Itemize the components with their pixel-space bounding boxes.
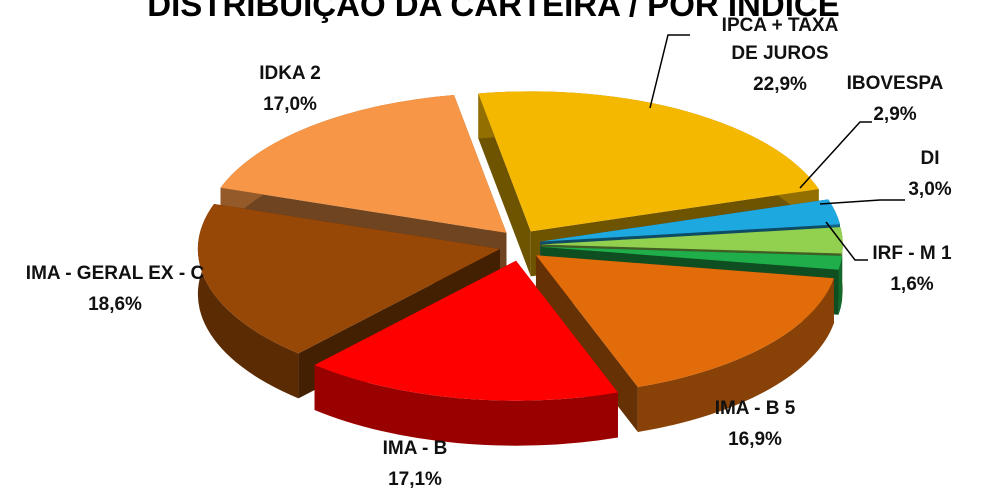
slice xyxy=(314,260,618,401)
value-label: 3,0% xyxy=(908,179,952,200)
chart-title: DISTRIBUIÇÃO DA CARTEIRA / POR ÍNDICE xyxy=(147,0,840,23)
slice xyxy=(540,227,843,254)
leader-line xyxy=(819,199,905,205)
value-label: 2,9% xyxy=(873,104,917,125)
slice-side xyxy=(637,278,834,433)
value-label: 17,1% xyxy=(388,469,442,490)
slice-group xyxy=(314,260,618,446)
slice xyxy=(220,94,507,233)
slice-side xyxy=(197,203,299,399)
value-label: 16,9% xyxy=(728,429,782,450)
value-label: 17,0% xyxy=(263,94,317,115)
data-label: IRF - M 1 1,6% xyxy=(812,240,987,301)
data-label: IBOVESPA 2,9% xyxy=(795,70,987,131)
category-label: IMA - B 5 xyxy=(714,398,796,419)
category-label: IDKA 2 xyxy=(259,63,321,84)
category-label: IPCA + TAXA DE JUROS xyxy=(721,15,839,64)
category-label: IMA - B xyxy=(382,438,448,459)
leader-line xyxy=(649,34,690,109)
value-label: 22,9% xyxy=(753,74,807,95)
slice xyxy=(540,246,843,270)
value-label: 1,6% xyxy=(890,274,934,295)
category-label: IBOVESPA xyxy=(846,73,944,94)
category-label: IRF - M 1 xyxy=(872,243,952,264)
slice-side xyxy=(314,365,618,446)
value-label: 18,6% xyxy=(88,294,142,315)
slice xyxy=(540,199,840,242)
slice xyxy=(478,91,819,232)
data-label: DI 3,0% xyxy=(830,145,987,206)
slice xyxy=(197,203,500,354)
data-label: IMA - B 17,1% xyxy=(315,435,515,496)
slice xyxy=(535,255,834,388)
leader-line xyxy=(799,121,872,189)
data-label: IDKA 2 17,0% xyxy=(190,60,390,121)
category-label: IMA - GERAL EX - C xyxy=(25,263,205,284)
category-label: DI xyxy=(920,148,940,169)
leader-line xyxy=(825,221,868,261)
data-label: IMA - GERAL EX - C 18,6% xyxy=(0,260,245,321)
data-label: IMA - B 5 16,9% xyxy=(655,395,855,456)
slice-side xyxy=(478,93,531,277)
data-label: IPCA + TAXA DE JUROS 22,9% xyxy=(715,12,845,101)
slice-side xyxy=(838,255,843,315)
